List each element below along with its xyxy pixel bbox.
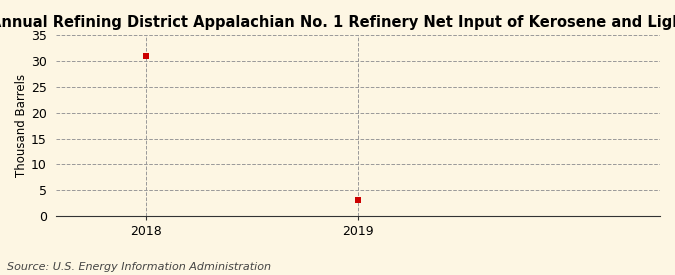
Text: Source: U.S. Energy Information Administration: Source: U.S. Energy Information Administ… xyxy=(7,262,271,272)
Y-axis label: Thousand Barrels: Thousand Barrels xyxy=(15,74,28,177)
Title: Annual Refining District Appalachian No. 1 Refinery Net Input of Kerosene and Li: Annual Refining District Appalachian No.… xyxy=(0,15,675,30)
